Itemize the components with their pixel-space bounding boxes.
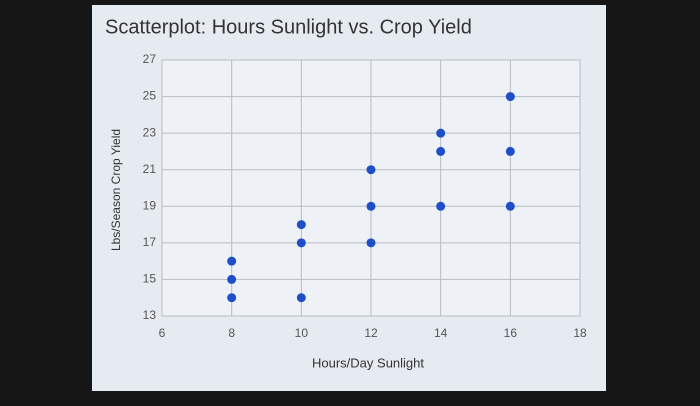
- y-tick-label: 25: [143, 89, 157, 103]
- y-tick-label: 23: [143, 125, 157, 139]
- data-point: [436, 128, 446, 138]
- data-point: [296, 293, 306, 303]
- y-axis-label: Lbs/Season Crop Yield: [109, 129, 123, 251]
- x-tick-label: 18: [573, 326, 587, 340]
- y-tick-label: 19: [143, 198, 157, 212]
- data-point: [505, 146, 515, 156]
- data-point: [366, 165, 376, 175]
- data-point: [227, 293, 237, 303]
- x-tick-label: 12: [364, 326, 378, 340]
- data-point: [366, 238, 376, 248]
- x-tick-label: 6: [159, 326, 166, 340]
- y-tick-label: 17: [143, 235, 157, 249]
- data-point: [227, 256, 237, 266]
- x-tick-label: 10: [295, 326, 309, 340]
- x-tick-label: 16: [504, 326, 518, 340]
- data-point: [436, 146, 446, 156]
- data-point: [296, 220, 306, 230]
- y-tick-label: 21: [143, 162, 157, 176]
- y-tick-label: 27: [143, 52, 157, 66]
- data-point: [296, 238, 306, 248]
- data-point: [505, 92, 515, 102]
- y-tick-label: 13: [143, 308, 157, 322]
- x-axis-label: Hours/Day Sunlight: [312, 355, 424, 370]
- data-point: [366, 201, 376, 211]
- x-tick-label: 14: [434, 326, 448, 340]
- data-point: [227, 274, 237, 284]
- data-point: [436, 201, 446, 211]
- x-tick-label: 8: [228, 326, 235, 340]
- chart-title: Scatterplot: Hours Sunlight vs. Crop Yie…: [105, 16, 472, 38]
- data-point: [505, 201, 515, 211]
- y-tick-label: 15: [143, 272, 157, 286]
